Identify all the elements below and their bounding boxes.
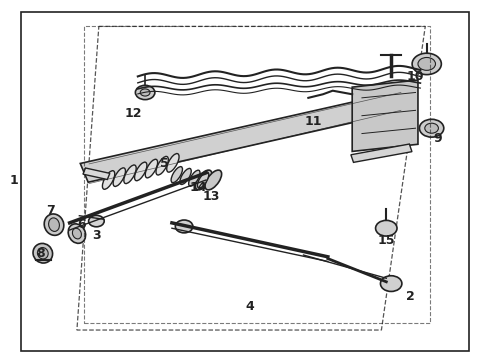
- Circle shape: [89, 215, 104, 227]
- Ellipse shape: [68, 224, 86, 243]
- Ellipse shape: [73, 228, 81, 239]
- Text: 12: 12: [124, 107, 142, 120]
- Circle shape: [425, 123, 439, 133]
- Text: 3: 3: [92, 229, 101, 242]
- Circle shape: [175, 220, 193, 233]
- Circle shape: [418, 58, 436, 70]
- Polygon shape: [83, 168, 110, 180]
- Ellipse shape: [33, 243, 52, 263]
- Ellipse shape: [156, 156, 169, 175]
- Circle shape: [380, 276, 402, 292]
- Text: 15: 15: [377, 234, 395, 247]
- Text: 13: 13: [202, 190, 220, 203]
- Circle shape: [419, 119, 444, 137]
- Text: 4: 4: [245, 300, 254, 313]
- Circle shape: [412, 53, 441, 75]
- Text: 5: 5: [160, 157, 169, 170]
- Ellipse shape: [167, 154, 179, 172]
- Ellipse shape: [197, 172, 209, 188]
- Polygon shape: [352, 80, 418, 152]
- Text: 11: 11: [304, 114, 322, 127]
- Text: 2: 2: [406, 289, 415, 303]
- Text: 9: 9: [433, 132, 442, 145]
- Ellipse shape: [102, 171, 115, 189]
- Text: 6: 6: [77, 218, 86, 231]
- Text: 14: 14: [190, 181, 207, 194]
- Ellipse shape: [37, 248, 48, 259]
- Ellipse shape: [49, 218, 59, 231]
- Text: 1: 1: [9, 174, 18, 186]
- Text: 10: 10: [407, 70, 424, 83]
- Ellipse shape: [146, 159, 158, 178]
- Polygon shape: [351, 144, 412, 162]
- Circle shape: [375, 220, 397, 236]
- Ellipse shape: [113, 168, 125, 186]
- Ellipse shape: [124, 165, 136, 184]
- Circle shape: [135, 85, 155, 100]
- Ellipse shape: [135, 162, 147, 181]
- Polygon shape: [80, 92, 405, 182]
- Ellipse shape: [189, 170, 200, 186]
- Ellipse shape: [171, 167, 182, 183]
- Ellipse shape: [196, 170, 212, 190]
- Circle shape: [140, 89, 150, 96]
- Text: 8: 8: [36, 247, 45, 260]
- Ellipse shape: [205, 170, 221, 190]
- Ellipse shape: [180, 168, 191, 184]
- Ellipse shape: [44, 214, 64, 235]
- Text: 7: 7: [46, 204, 54, 217]
